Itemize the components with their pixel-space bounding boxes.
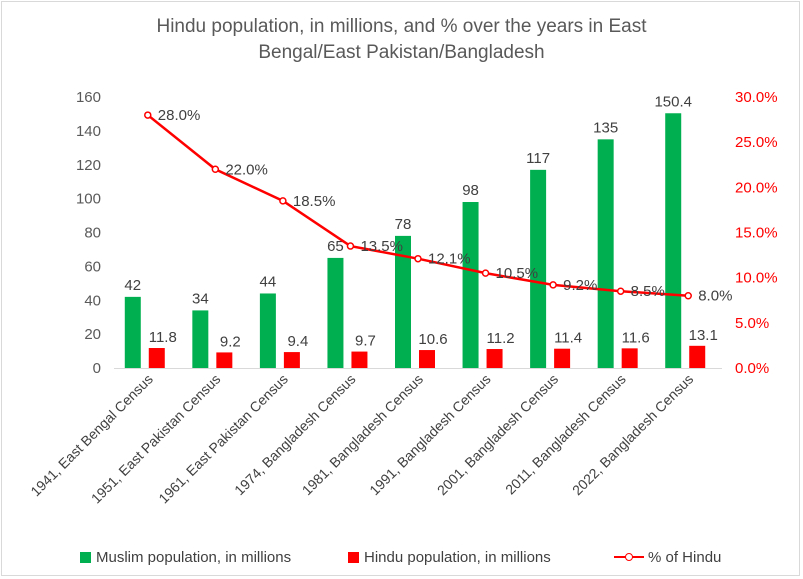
bar-muslim: [259, 293, 276, 368]
point-hindu-percent: [144, 111, 152, 119]
bar-muslim: [124, 296, 141, 368]
data-label-hindu-percent: 10.5%: [496, 265, 539, 282]
y-right-tick-label: 0.0%: [735, 360, 769, 377]
y-right-tick-label: 5.0%: [735, 315, 769, 332]
bar-hindu: [486, 349, 503, 368]
bar-hindu: [554, 348, 571, 368]
bar-hindu: [216, 352, 233, 368]
y-right-tick-label: 30.0%: [735, 89, 778, 106]
x-category-label: 1961, East Pakistan Census: [155, 371, 291, 507]
legend-item-hindu-percent: % of Hindu: [614, 545, 721, 569]
point-hindu-percent: [279, 197, 287, 205]
data-label-hindu: 13.1: [689, 327, 718, 344]
point-hindu-percent: [684, 291, 692, 300]
legend-swatch-hindu-percent: [614, 551, 644, 563]
y-right-tick-label: 25.0%: [735, 134, 778, 151]
data-label-muslim: 98: [462, 182, 479, 199]
bar-muslim: [597, 139, 614, 368]
data-label-hindu: 11.4: [554, 330, 582, 347]
x-category-label: 1981, Bangladesh Census: [299, 371, 426, 498]
data-label-muslim: 117: [526, 150, 550, 167]
x-category-label: 1974, Bangladesh Census: [231, 371, 358, 498]
data-label-hindu-percent: 18.5%: [293, 193, 336, 210]
y-left-tick-label: 80: [84, 225, 101, 242]
legend-swatch-hindu: [348, 551, 359, 563]
point-hindu-percent: [211, 165, 220, 174]
chart-title-line-1: Hindu population, in millions, and % ove…: [156, 16, 647, 37]
data-label-hindu-percent: 12.1%: [428, 251, 471, 268]
legend: Muslim population, in millions Hindu pop…: [0, 545, 803, 569]
y-right-tick-label: 20.0%: [735, 179, 778, 196]
y-right-tick-label: 15.0%: [735, 225, 778, 242]
data-label-hindu-percent: 9.2%: [563, 277, 597, 294]
legend-label-hindu-percent: % of Hindu: [648, 548, 722, 566]
data-label-hindu: 9.2: [220, 333, 241, 350]
x-category-label: 2001, Bangladesh Census: [434, 371, 561, 498]
x-category-label: 2022, Bangladesh Census: [569, 371, 696, 498]
point-hindu-percent: [549, 281, 557, 289]
y-left-tick-label: 100: [76, 191, 101, 208]
bar-hindu: [689, 345, 706, 368]
bar-hindu: [621, 348, 638, 368]
y-left-tick-label: 160: [76, 89, 101, 106]
data-label-hindu-percent: 8.5%: [631, 283, 665, 300]
point-hindu-percent: [414, 254, 422, 263]
x-category-label: 1951, East Pakistan Census: [88, 371, 224, 507]
data-label-muslim: 42: [124, 277, 141, 294]
data-label-muslim: 135: [593, 119, 618, 136]
legend-label-muslim: Muslim population, in millions: [96, 548, 292, 566]
data-label-muslim: 34: [192, 290, 209, 307]
bar-hindu: [351, 351, 368, 368]
bar-hindu: [283, 352, 300, 368]
bar-muslim: [530, 169, 547, 368]
legend-item-muslim: Muslim population, in millions: [80, 545, 291, 569]
legend-item-hindu: Hindu population, in millions: [348, 545, 551, 569]
data-label-muslim: 150.4: [654, 93, 692, 110]
y-left-tick-label: 20: [84, 326, 101, 343]
data-label-hindu-percent: 8.0%: [698, 288, 732, 305]
bar-hindu: [419, 350, 435, 368]
data-label-hindu: 9.4: [287, 333, 308, 350]
data-label-muslim: 65: [327, 238, 344, 255]
chart-title-line-2: Bengal/East Pakistan/Bangladesh: [258, 42, 545, 63]
bar-muslim: [327, 257, 344, 368]
x-category-label: 1991, Bangladesh Census: [366, 371, 493, 498]
y-left-tick-label: 140: [76, 123, 101, 140]
bar-muslim: [665, 113, 682, 368]
point-hindu-percent: [346, 242, 355, 250]
bar-muslim: [462, 202, 479, 368]
bar-muslim: [192, 310, 209, 368]
data-label-hindu-percent: 28.0%: [158, 107, 201, 124]
data-label-hindu: 11.6: [622, 329, 650, 346]
x-category-label: 1941, East Bengal Census: [27, 371, 156, 500]
chart-title: Hindu population, in millions, and % ove…: [0, 14, 803, 66]
legend-swatch-muslim: [80, 551, 91, 563]
data-label-hindu-percent: 13.5%: [360, 238, 403, 255]
data-label-hindu: 9.7: [355, 333, 376, 350]
data-label-muslim: 44: [260, 273, 277, 290]
data-label-hindu: 11.2: [487, 330, 515, 347]
y-right-tick-label: 10.0%: [735, 270, 778, 287]
y-left-tick-label: 60: [84, 258, 101, 275]
data-label-muslim: 78: [395, 216, 412, 233]
y-left-tick-label: 40: [84, 292, 101, 309]
y-left-tick-label: 120: [76, 157, 101, 174]
data-label-hindu: 10.6: [418, 331, 447, 348]
bar-muslim: [395, 235, 411, 368]
data-label-hindu: 11.8: [149, 329, 177, 346]
data-label-hindu-percent: 22.0%: [225, 161, 268, 178]
point-hindu-percent: [481, 269, 490, 277]
legend-label-hindu: Hindu population, in millions: [364, 548, 551, 566]
bar-hindu: [148, 348, 165, 368]
y-left-tick-label: 0: [93, 360, 101, 377]
x-category-label: 2011, Bangladesh Census: [502, 371, 629, 498]
point-hindu-percent: [616, 287, 625, 295]
